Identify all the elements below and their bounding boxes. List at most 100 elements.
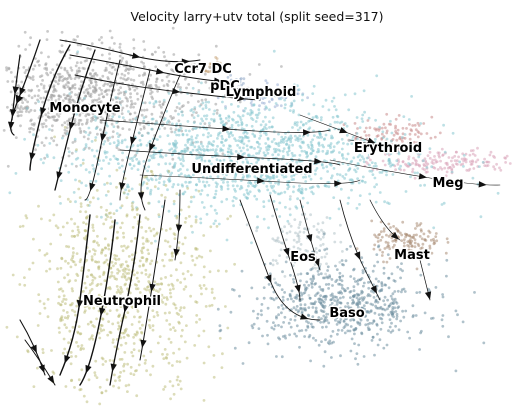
cell-point [109, 202, 113, 206]
cell-point [172, 351, 176, 355]
cell-point [169, 115, 173, 118]
cell-point [118, 100, 122, 104]
cell-point [350, 337, 354, 341]
cell-point [172, 392, 176, 396]
cell-point [370, 339, 374, 342]
cell-point [218, 324, 222, 328]
cell-point [235, 161, 239, 164]
cell-point [33, 94, 37, 98]
cell-point [367, 153, 371, 157]
cell-point [187, 83, 191, 86]
cell-point [182, 192, 185, 196]
cell-point [195, 314, 199, 317]
cell-point [190, 224, 193, 228]
cell-point [310, 325, 314, 329]
cell-point [161, 352, 164, 356]
cell-point [471, 160, 475, 164]
cell-point [376, 300, 380, 304]
cell-point [310, 186, 314, 189]
cell-point [253, 135, 257, 139]
cell-point [371, 173, 375, 177]
cell-point [56, 82, 60, 86]
cell-point [218, 329, 222, 333]
cell-point [323, 317, 327, 320]
cell-point [299, 291, 303, 295]
cell-point [77, 66, 81, 70]
cell-point [116, 230, 119, 234]
cell-point [166, 298, 169, 301]
cell-point [55, 119, 59, 122]
cell-point [100, 296, 104, 300]
cell-point [379, 220, 383, 224]
cell-point [394, 249, 398, 253]
cell-point [245, 123, 249, 127]
cell-point [98, 275, 102, 278]
cell-point [56, 226, 60, 230]
cell-point [233, 346, 237, 350]
cell-point [245, 144, 249, 148]
velocity-arrowhead [478, 181, 487, 188]
cell-point [32, 237, 35, 241]
cell-point [66, 273, 70, 277]
cell-point [78, 196, 82, 200]
cell-point [142, 246, 146, 250]
cell-point [391, 312, 395, 316]
cell-point [55, 63, 59, 67]
cell-point [67, 170, 71, 174]
cell-point [401, 269, 404, 273]
cell-point [105, 378, 109, 382]
cell-point [58, 101, 62, 105]
cell-point [415, 222, 419, 225]
velocity-arrowhead [137, 192, 145, 201]
cell-point [63, 77, 67, 80]
cell-point [219, 61, 222, 65]
cell-point [262, 205, 266, 209]
cell-point [246, 148, 250, 152]
cell-point [274, 259, 278, 262]
cell-point [227, 88, 230, 91]
cell-point [263, 166, 267, 170]
cell-point [206, 149, 210, 152]
cell-point [46, 30, 49, 33]
cell-point [103, 69, 107, 72]
cell-point [199, 165, 203, 168]
cell-point [365, 310, 369, 313]
cell-point [159, 155, 162, 159]
cell-point [356, 280, 359, 283]
cell-point [234, 179, 237, 183]
cell-point [493, 156, 496, 159]
cell-point [423, 311, 427, 315]
cell-point [120, 296, 123, 299]
cell-point [325, 216, 329, 219]
cell-point [276, 83, 279, 87]
cell-point [108, 52, 111, 56]
cell-point [93, 72, 96, 76]
cell-point [149, 350, 153, 354]
cell-point [457, 155, 460, 159]
cell-point [287, 321, 291, 325]
cell-point [168, 177, 172, 180]
cell-point [91, 68, 95, 72]
velocity-arrowhead [383, 142, 393, 150]
cell-point [177, 246, 181, 250]
cell-point [101, 248, 105, 252]
cell-point [355, 296, 359, 300]
cell-point [342, 320, 346, 323]
cell-point [111, 109, 115, 112]
cell-point [375, 284, 379, 288]
cell-point [244, 134, 247, 138]
cell-point [177, 241, 181, 244]
cell-point [298, 134, 302, 138]
cell-point [102, 95, 106, 99]
cell-point [167, 61, 171, 65]
cell-point [306, 169, 309, 173]
cell-point [363, 110, 366, 114]
cell-point [215, 111, 219, 115]
cell-point [177, 156, 181, 160]
velocity-arrowhead [29, 152, 36, 161]
cell-point [268, 100, 271, 104]
cell-point [271, 214, 274, 218]
cell-point [258, 142, 261, 146]
cell-point [162, 357, 166, 360]
cell-point [380, 281, 384, 284]
